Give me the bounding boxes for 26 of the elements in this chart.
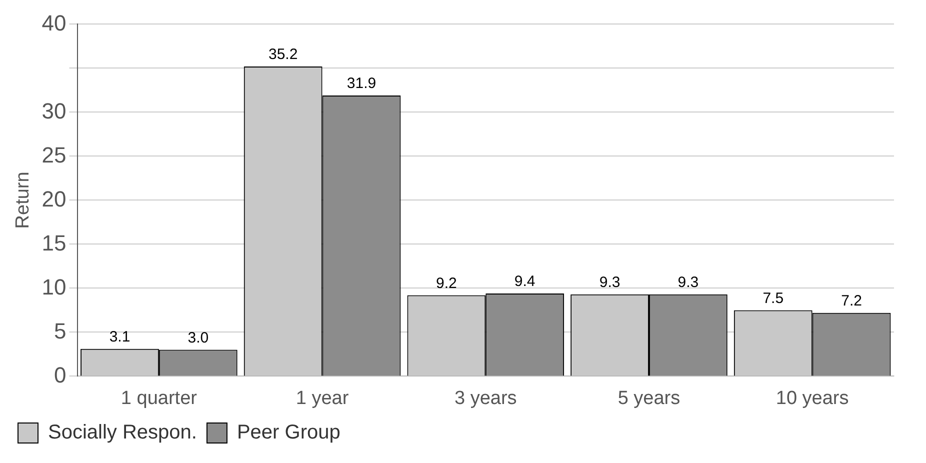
data-label: 9.4 [514,273,536,290]
y-tick-label: 25 [42,142,66,168]
y-tick-label: 20 [42,186,66,212]
data-label: 9.3 [599,274,620,291]
data-label: 7.5 [762,290,784,307]
data-label: 3.1 [109,328,130,346]
x-tick-label: 1 quarter [120,388,198,409]
data-label: 7.2 [841,292,862,310]
y-tick-label: 10 [42,274,66,300]
legend-label: Socially Respon. [48,422,197,444]
data-label: 35.2 [268,46,298,64]
data-label: 3.0 [188,329,209,346]
y-tick-label: 5 [54,318,66,344]
y-axis-title: Return [12,172,34,229]
data-label: 9.3 [678,274,699,291]
y-tick-label: 15 [42,230,66,256]
legend-label: Peer Group [236,422,340,444]
y-tick-label: 0 [54,362,66,388]
x-tick-label: 1 year [296,388,350,409]
x-tick-label: 10 years [776,388,849,409]
y-tick-label: 30 [42,98,66,124]
x-tick-label: 5 years [618,388,680,409]
data-label: 31.9 [346,75,376,92]
y-tick-label: 40 [42,10,66,36]
data-label: 9.2 [436,274,457,292]
x-tick-label: 3 years [454,388,517,409]
